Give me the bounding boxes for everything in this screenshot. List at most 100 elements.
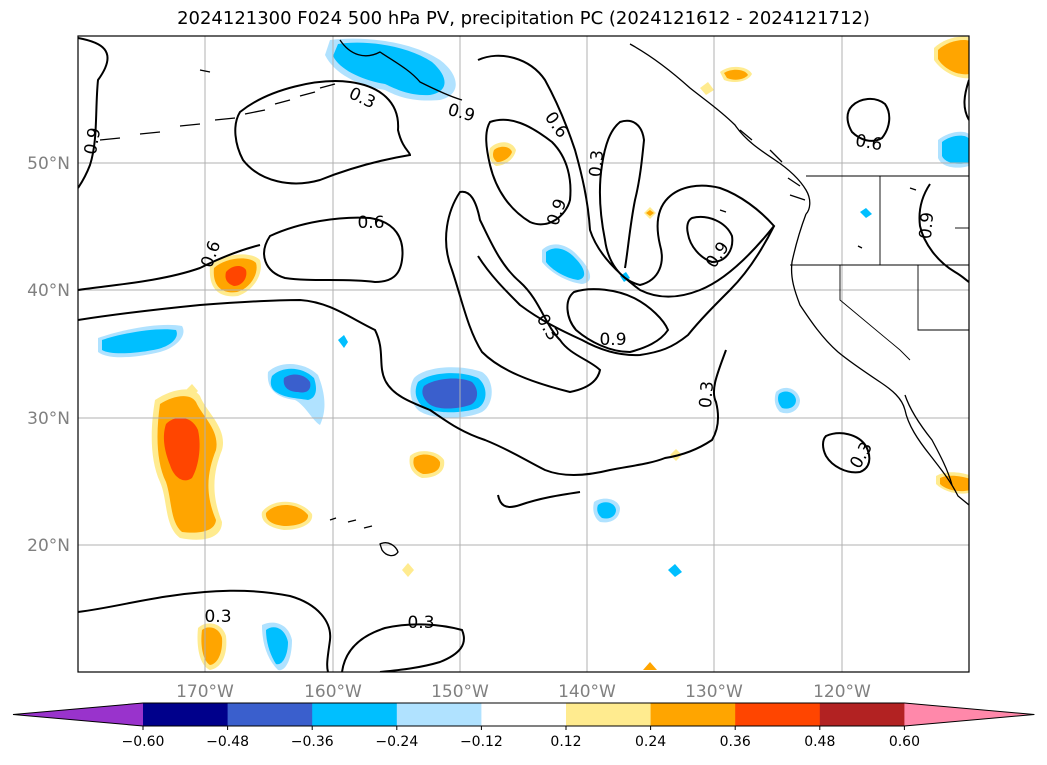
- colorbar-segment: [819, 703, 905, 726]
- precip-blob: [942, 135, 969, 164]
- colorbar-extend-min: [13, 703, 143, 726]
- contour-label: 0.3: [204, 607, 231, 627]
- lon-label: 150°W: [431, 682, 489, 702]
- aleutian-islands: [99, 83, 336, 141]
- contour-line: [477, 54, 776, 298]
- contour-label: 0.6: [357, 213, 384, 233]
- precip-blob: [422, 378, 478, 409]
- contour-line: [846, 98, 891, 142]
- precip-blob: [724, 69, 748, 80]
- lat-label: 30°N: [27, 409, 70, 429]
- coastlines: [99, 39, 969, 557]
- precip-blob: [700, 82, 714, 95]
- precip-blob: [646, 210, 654, 216]
- hawaii-islands: [329, 517, 399, 557]
- colorbar-tick-label: 0.24: [635, 734, 666, 750]
- colorbar-tick-label: −0.24: [375, 734, 418, 750]
- precip-blob: [265, 504, 309, 526]
- precip-blob: [186, 384, 198, 397]
- political-borders: [790, 175, 969, 361]
- colorbar-segment: [566, 703, 652, 726]
- bc-islands: [739, 129, 806, 201]
- contour-label: 0.6: [854, 131, 884, 155]
- precip-blob: [283, 374, 311, 393]
- colorbar-tick-label: −0.48: [206, 734, 249, 750]
- precip-blob: [643, 662, 657, 670]
- contour-line: [445, 190, 602, 394]
- scattered-islands: [199, 69, 917, 249]
- colorbar-tick-label: 0.12: [550, 734, 581, 750]
- alaska-panhandle: [629, 43, 811, 215]
- chart-title: 2024121300 F024 500 hPa PV, precipitatio…: [177, 8, 870, 29]
- map-area: [78, 36, 969, 672]
- colorbar-tick-label: −0.36: [291, 734, 334, 750]
- precip-blob: [266, 627, 288, 665]
- colorbar-segment: [735, 703, 821, 726]
- lat-label: 40°N: [27, 281, 70, 301]
- longitude-labels: 170°W 160°W 150°W 140°W 130°W 120°W: [176, 682, 871, 702]
- precip-blob: [102, 329, 177, 354]
- contour-line: [822, 432, 871, 474]
- colorbar-tick-label: 0.36: [720, 734, 751, 750]
- graticule: [78, 36, 969, 672]
- colorbar-segment: [143, 703, 229, 726]
- contour-line: [963, 79, 969, 121]
- colorbar-segment: [227, 703, 313, 726]
- lon-label: 160°W: [304, 682, 362, 702]
- contour-line: [477, 225, 775, 357]
- precip-blob: [201, 627, 223, 665]
- contour-label: 0.9: [916, 211, 938, 240]
- alaska-coast: [339, 39, 463, 101]
- baja-california: [904, 394, 953, 486]
- precip-blob: [338, 335, 348, 348]
- contour-label: 0.3: [407, 613, 434, 633]
- colorbar: −0.60 −0.48 −0.36 −0.24 −0.12 0.12 0.24 0.36 0.4…: [12, 702, 1035, 750]
- contour-line: [78, 298, 727, 476]
- contour-label: 0.3: [586, 149, 608, 178]
- contour-line: [263, 216, 404, 284]
- lon-label: 130°W: [685, 682, 743, 702]
- contour-line: [341, 623, 465, 672]
- colorbar-segment: [650, 703, 736, 726]
- colorbar-segment: [312, 703, 398, 726]
- colorbar-tick-label: −0.60: [122, 734, 165, 750]
- precip-blob: [225, 266, 247, 286]
- lat-label: 50°N: [27, 154, 70, 174]
- precip-blob: [940, 475, 969, 492]
- lon-label: 120°W: [813, 682, 871, 702]
- precip-blob: [668, 564, 682, 577]
- contour-line: [78, 37, 109, 189]
- colorbar-tick-label: 0.60: [889, 734, 920, 750]
- contour-line: [566, 288, 670, 354]
- contour-label: 0.3: [696, 380, 718, 409]
- contour-line: [78, 589, 332, 672]
- lat-label: 20°N: [27, 536, 70, 556]
- precip-blob: [402, 563, 414, 577]
- precip-blob: [163, 417, 200, 481]
- colorbar-tick-label: 0.48: [804, 734, 835, 750]
- precip-blob: [546, 248, 585, 280]
- precip-blob: [413, 454, 441, 474]
- contour-line: [918, 183, 969, 283]
- lon-label: 140°W: [558, 682, 616, 702]
- precip-blob: [860, 208, 872, 218]
- pv-contours: [78, 37, 969, 672]
- latitude-labels: 50°N 40°N 30°N 20°N: [27, 154, 70, 556]
- precip-blob: [493, 146, 512, 162]
- contour-label: 0.9: [81, 126, 105, 156]
- precip-blob: [597, 502, 616, 519]
- contour-line: [485, 118, 572, 226]
- map-border: [77, 35, 970, 673]
- contour-label: 0.9: [599, 330, 626, 350]
- contour-line: [78, 244, 261, 291]
- lon-label: 170°W: [176, 682, 234, 702]
- contour-line: [686, 216, 734, 264]
- colorbar-segment: [481, 703, 567, 726]
- colorbar-tick-label: −0.12: [460, 734, 503, 750]
- contour-line: [497, 491, 581, 508]
- us-west-coast: [790, 213, 969, 506]
- precip-blob: [778, 391, 796, 409]
- colorbar-extend-max: [904, 703, 1035, 726]
- precip-blob: [938, 40, 969, 75]
